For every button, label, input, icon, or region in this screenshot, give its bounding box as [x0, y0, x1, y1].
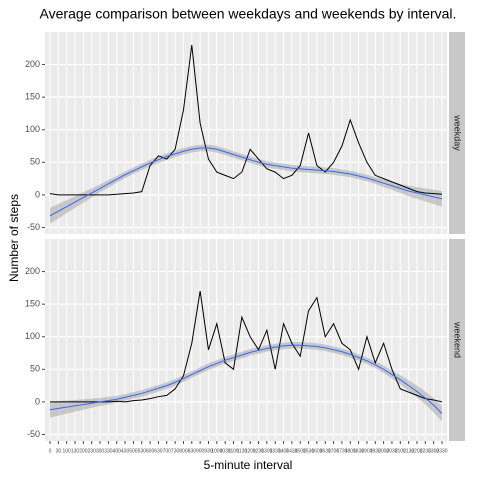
x-tick-label: 2130	[403, 448, 414, 454]
x-tick-label: 1230	[253, 448, 264, 454]
x-tick-label: 230	[88, 448, 97, 454]
x-tick-label: 0	[49, 448, 52, 454]
y-tick-label: 50	[30, 157, 40, 167]
data-line	[50, 291, 443, 403]
x-tick-label: 1030	[220, 448, 231, 454]
x-tick-label: 530	[138, 448, 147, 454]
panel-background	[45, 239, 447, 441]
chart-title: Average comparison between weekdays and …	[40, 6, 457, 22]
x-tick-label: 1100	[228, 448, 239, 454]
strip-background	[449, 239, 465, 441]
x-tick-label: 2300	[428, 448, 439, 454]
x-tick-label: 1430	[286, 448, 297, 454]
x-tick-label: 630	[154, 448, 163, 454]
x-tick-label: 2000	[378, 448, 389, 454]
x-tick-label: 2330	[436, 448, 447, 454]
x-tick-label: 830	[188, 448, 197, 454]
x-tick-label: 1530	[303, 448, 314, 454]
smooth-line	[49, 344, 443, 414]
x-tick-label: 730	[171, 448, 180, 454]
y-tick-label: 200	[25, 59, 40, 69]
x-tick-label: 1400	[278, 448, 289, 454]
y-tick-label: 200	[25, 266, 40, 276]
data-line	[49, 44, 443, 196]
x-tick-label: 1830	[353, 448, 364, 454]
y-tick-label: 100	[25, 124, 40, 134]
strip-background	[449, 32, 465, 234]
x-tick-label: 1330	[270, 448, 281, 454]
x-tick-label: 1600	[311, 448, 322, 454]
x-tick-label: 930	[204, 448, 213, 454]
x-tick-label: 100	[63, 448, 72, 454]
x-tick-label: 1930	[370, 448, 381, 454]
smooth-line	[49, 147, 443, 217]
x-tick-label: 30	[56, 448, 62, 454]
strip-label: weekend	[453, 321, 463, 358]
x-tick-label: 1500	[295, 448, 306, 454]
x-tick-label: 1130	[236, 448, 247, 454]
x-tick-label: 1900	[361, 448, 372, 454]
y-tick-label: 150	[25, 92, 40, 102]
x-tick-label: 1630	[320, 448, 331, 454]
x-tick-label: 2030	[386, 448, 397, 454]
x-tick-label: 1300	[261, 448, 272, 454]
y-tick-label: 0	[35, 189, 40, 199]
x-tick-label: 400	[113, 448, 122, 454]
y-tick-label: 50	[30, 364, 40, 374]
y-tick-label: -50	[27, 222, 40, 232]
x-tick-label: 1730	[336, 448, 347, 454]
x-tick-label: 1700	[328, 448, 339, 454]
y-axis-label: Number of steps	[7, 194, 21, 282]
x-tick-label: 2230	[420, 448, 431, 454]
y-tick-label: 100	[25, 331, 40, 341]
x-tick-label: 700	[163, 448, 172, 454]
y-tick-label: 150	[25, 299, 40, 309]
panel-background	[45, 32, 447, 234]
x-tick-label: 2100	[395, 448, 406, 454]
x-tick-label: 1000	[211, 448, 222, 454]
x-tick-label: 800	[179, 448, 188, 454]
y-tick-label: -50	[27, 429, 40, 439]
x-axis-label: 5-minute interval	[204, 458, 293, 472]
strip-label: weekday	[453, 114, 463, 151]
x-tick-label: 330	[104, 448, 113, 454]
x-tick-label: 130	[71, 448, 80, 454]
x-tick-label: 200	[79, 448, 88, 454]
x-tick-label: 1200	[245, 448, 256, 454]
x-tick-label: 2200	[411, 448, 422, 454]
x-tick-label: 600	[146, 448, 155, 454]
x-tick-label: 500	[129, 448, 138, 454]
x-tick-label: 900	[196, 448, 205, 454]
y-tick-label: 0	[35, 396, 40, 406]
x-tick-label: 430	[121, 448, 130, 454]
x-tick-label: 300	[96, 448, 105, 454]
x-tick-label: 1800	[345, 448, 356, 454]
